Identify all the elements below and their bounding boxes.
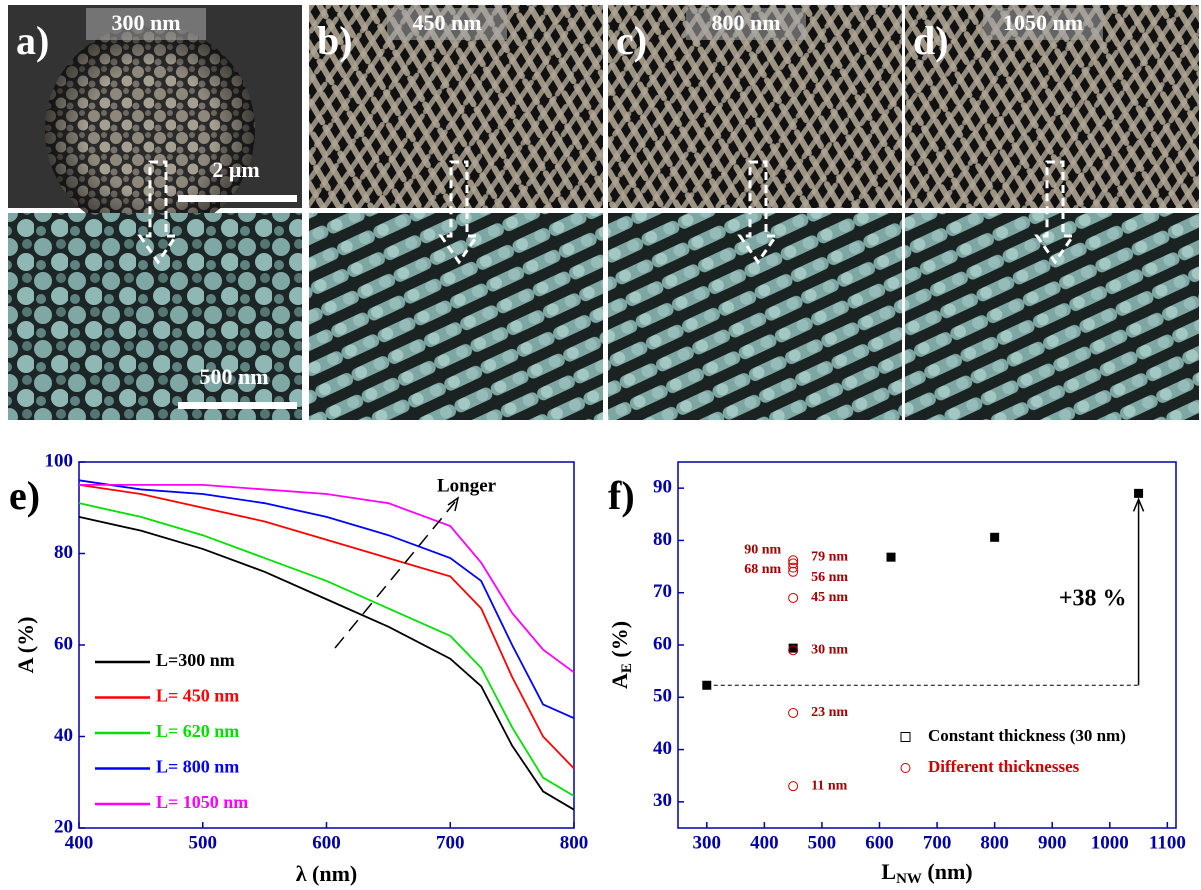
legend-swatch [901, 733, 910, 742]
series-line [79, 485, 574, 673]
point [990, 533, 999, 542]
legend-label: L=300 nm [156, 650, 235, 670]
point-label: 30 nm [811, 642, 848, 657]
length-label: 450 nm [412, 10, 481, 35]
x-tick-label: 500 [189, 832, 218, 853]
y-tick-label: 60 [54, 633, 73, 654]
x-tick-label: 700 [923, 832, 952, 853]
point [887, 553, 896, 562]
y-tick-label: 80 [54, 542, 73, 563]
point [789, 644, 798, 653]
x-tick-label: 800 [560, 832, 589, 853]
point-label: 79 nm [811, 550, 848, 565]
panel-label: c) [616, 18, 647, 63]
x-tick-label: 500 [808, 832, 837, 853]
x-axis-label-part: L [881, 859, 896, 884]
panel-label: d) [913, 18, 949, 63]
y-tick-label: 40 [653, 738, 672, 759]
point [789, 593, 798, 602]
x-tick-label: 1000 [1091, 832, 1129, 853]
point-label: 11 nm [811, 778, 848, 793]
y-axis-label: AE (%) [607, 621, 635, 689]
point-label: 90 nm [744, 543, 781, 558]
y-axis-label: A (%) [13, 617, 38, 674]
x-axis-label: λ (nm) [296, 861, 358, 886]
y-axis-label-part: E [619, 663, 635, 673]
page: 2 μm 500 nm a) 300 nm b) 450 nm c) 800 nm d) 10… [0, 0, 1201, 890]
y-tick-label: 70 [653, 581, 672, 602]
figure: 2 μm 500 nm a) 300 nm b) 450 nm c) 800 nm d) 10… [0, 0, 1201, 890]
y-tick-label: 40 [54, 725, 73, 746]
y-tick-label: 30 [653, 790, 672, 811]
point-label: 45 nm [811, 590, 848, 605]
scale-bar-label: 500 nm [199, 364, 268, 389]
panel-label: b) [317, 18, 353, 63]
y-tick-label: 90 [653, 477, 672, 498]
y-tick-label: 100 [45, 450, 74, 471]
legend-label: Different thicknesses [928, 757, 1080, 776]
y-tick-label: 50 [653, 686, 672, 707]
scale-bar [178, 195, 297, 202]
point [789, 708, 798, 717]
y-tick-label: 60 [653, 633, 672, 654]
legend-label: L= 620 nm [156, 721, 239, 741]
point-label: 68 nm [744, 562, 781, 577]
point [1134, 489, 1143, 498]
y-axis-label-part: (%) [607, 621, 632, 663]
point-label: 56 nm [811, 570, 848, 585]
x-tick-label: 900 [1038, 832, 1067, 853]
legend-label: Constant thickness (30 nm) [928, 726, 1126, 745]
legend-label: L= 800 nm [156, 757, 239, 777]
y-tick-label: 20 [54, 816, 73, 837]
scale-bar-label: 2 μm [212, 157, 259, 182]
annotation: +38 % [1059, 586, 1127, 612]
sem-images [8, 5, 1199, 420]
x-axis-label-part: (nm) [922, 859, 973, 884]
scale-bar [178, 402, 297, 409]
point [702, 681, 711, 690]
length-label: 800 nm [711, 10, 780, 35]
point-label: 23 nm [811, 705, 848, 720]
length-label: 1050 nm [1003, 10, 1083, 35]
series-line [79, 517, 574, 810]
series-line [79, 485, 574, 769]
annotation: Longer [437, 475, 497, 496]
y-tick-label: 80 [653, 529, 672, 550]
point [789, 782, 798, 791]
x-tick-label: 800 [980, 832, 1009, 853]
x-tick-label: 600 [312, 832, 341, 853]
legend-label: L= 450 nm [156, 686, 239, 706]
legend-label: L= 1050 nm [156, 792, 248, 812]
x-tick-label: 300 [693, 832, 722, 853]
chart-label: e) [9, 473, 40, 518]
panel-label: a) [16, 18, 49, 63]
sem-image [608, 213, 902, 420]
x-tick-label: 1100 [1149, 832, 1186, 853]
sem-image [309, 213, 603, 420]
x-tick-label: 600 [865, 832, 894, 853]
legend-swatch [901, 764, 910, 773]
chart-label: f) [608, 473, 635, 518]
sem-image [905, 213, 1199, 420]
plot-frame [678, 462, 1176, 828]
x-tick-label: 700 [436, 832, 465, 853]
x-tick-label: 400 [750, 832, 779, 853]
x-axis-label-part: NW [896, 871, 922, 887]
x-axis-label: LNW (nm) [881, 859, 972, 887]
y-axis-label-part: A [607, 673, 632, 689]
length-label: 300 nm [111, 10, 180, 35]
